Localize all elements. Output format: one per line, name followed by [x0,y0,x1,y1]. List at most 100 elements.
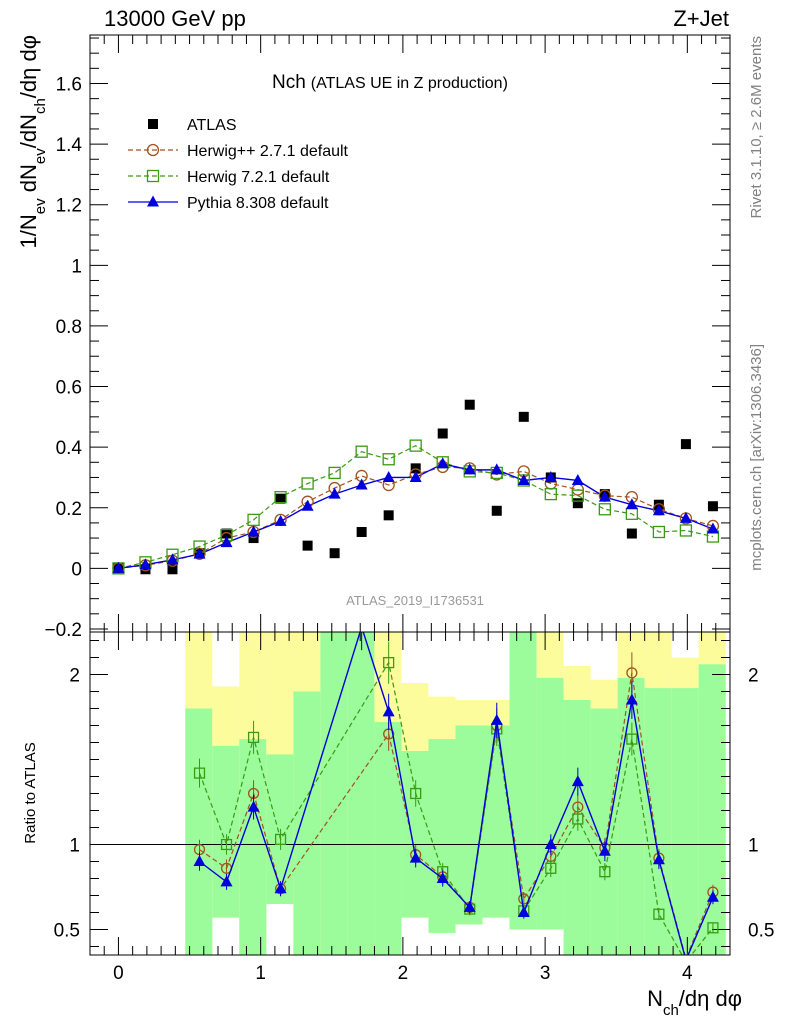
pythia-point [139,558,152,570]
pythia-point [382,705,395,717]
legend: ATLAS Herwig++ 2.7.1 default Herwig 7.2.1 … [128,117,349,212]
pythia-point [220,536,233,548]
ratio-y-axis-label: Ratio to ATLAS [22,742,39,843]
atlas-point [329,548,340,559]
pythia-point [463,900,476,912]
y-tick-label: 0.2 [56,499,82,520]
herwig7-point [653,908,665,920]
pythia-point [625,498,638,510]
legend-label: ATLAS [187,117,237,134]
atlas-point [491,505,502,516]
band-inner [617,677,645,955]
atlas-point [140,564,151,575]
y-tick-label: 0.6 [56,378,82,399]
band-inner [293,691,321,955]
y-tick-label: 1.6 [56,74,82,95]
herwig7-point [572,813,584,825]
pythia-point [382,470,395,482]
herwig7-point [274,490,287,504]
band-inner [428,739,456,933]
y-tick-label: 1 [71,256,82,277]
atlas-point [707,501,718,512]
analysis-watermark: ATLAS_2019_I1736531 [346,593,484,608]
pythia-point [436,457,449,469]
herwigpp-point [146,143,160,157]
atlas-point [518,411,529,422]
herwig7-point [247,731,260,744]
band-inner [212,745,240,918]
pythia-point [490,713,503,725]
pythia-point [247,525,260,537]
pythia-point [274,514,287,526]
herwig7-point [328,466,341,480]
atlas-point [464,399,475,410]
band-inner [347,632,375,955]
ratio-uncertainty-bands [185,632,726,955]
band-inner [509,632,537,930]
pythia-point [544,838,557,849]
ratio-y-tick-label-right: 0.5 [748,921,774,942]
pythia-point [544,470,557,482]
herwig7-point [544,487,557,501]
pythia-point [436,872,449,883]
pythia-point [355,478,368,490]
atlas-point [383,510,394,521]
band-inner [239,739,267,955]
atlas-point [437,428,448,439]
pythia-point [490,463,503,475]
x-tick-label: 3 [540,963,551,984]
x-tick-label: 4 [682,963,693,984]
rivet-version-label: Rivet 3.1.10, ≥ 2.6M events [748,36,765,219]
ratio-line-circle [199,672,714,955]
band-inner [320,632,348,955]
ratio-line-triangle [199,632,714,955]
band-inner [185,708,213,955]
pythia-point [517,906,530,917]
pythia-point [274,882,287,894]
x-tick-label: 2 [398,963,409,984]
atlas-point [167,564,178,575]
pythia-point [247,800,260,812]
pythia-point [625,693,638,705]
atlas-point [148,119,158,129]
band-inner [401,751,429,918]
herwig7-point [598,503,611,516]
pythia-point [706,522,719,534]
atlas-point [275,493,286,504]
ratio-y-tick-label: 0.5 [54,921,80,942]
y-tick-label: 1.2 [56,196,82,217]
legend-label: Herwig++ 2.7.1 default [187,143,349,160]
pythia-point [193,547,206,559]
herwig7-point [599,866,611,878]
band-inner [590,708,618,955]
herwig7-point [409,439,422,452]
pythia-point [220,875,233,887]
atlas-point [221,528,232,539]
y-tick-label: 1.4 [56,135,83,156]
herwig7-point [545,862,557,874]
pythia-point [679,511,692,523]
pythia-point [147,195,159,207]
pythia-point [463,463,476,475]
pythia-point [598,844,611,856]
band-inner [698,664,726,955]
herwig7-point [301,477,314,490]
ratio-frame [89,631,731,956]
herwig7-point [382,453,395,466]
pythia-point [409,851,422,863]
herwig7-point [247,513,260,527]
pythia-point [166,553,179,565]
pythia-point [706,890,719,902]
band-inner [671,688,699,955]
legend-label: Herwig 7.2.1 default [187,169,330,186]
line-circle [118,466,714,569]
herwig7-point [220,838,233,851]
atlas-point [356,526,367,537]
y-tick-label: 0.8 [56,317,82,338]
band-inner [266,754,294,904]
band-inner [644,688,672,955]
mcplots-label: mcplots.cern.ch [arXiv:1306.3436] [748,344,765,571]
pythia-point [112,561,125,573]
x-tick-label: 1 [255,963,266,984]
